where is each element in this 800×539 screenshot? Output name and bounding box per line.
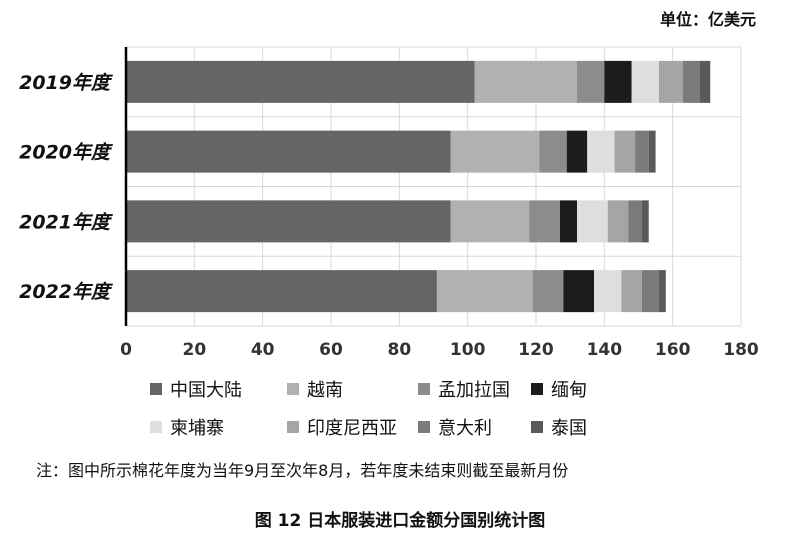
bar-segment <box>700 60 711 103</box>
legend-item: 泰国 <box>531 414 587 440</box>
bar-segment <box>648 130 656 173</box>
bar-segment <box>607 200 629 243</box>
x-tick-labels: 0 20 40 60 80 100 120 140 160 180 <box>120 340 759 360</box>
bar-segment <box>532 270 564 313</box>
bar-segment <box>631 60 659 103</box>
legend-item: 印度尼西亚 <box>287 414 397 440</box>
x-tick-label: 20 <box>182 340 206 360</box>
legend-item: 缅甸 <box>531 376 587 402</box>
bar-segment <box>126 270 437 313</box>
bar-segment <box>682 60 700 103</box>
legend-label: 泰国 <box>551 418 587 439</box>
legend-swatch <box>287 421 299 433</box>
bar-segment <box>641 200 649 243</box>
legend-swatch <box>150 421 162 433</box>
bar-segment <box>587 130 615 173</box>
bar-segment <box>450 200 530 243</box>
x-tick-label: 40 <box>251 340 275 360</box>
footnote: 注：图中所示棉花年度为当年9月至次年8月，若年度未结束则截至最新月份 <box>36 461 569 480</box>
legend-label: 柬埔寨 <box>170 418 224 439</box>
bar-segment <box>621 270 642 313</box>
x-tick-label: 140 <box>587 340 623 360</box>
bar-segment <box>594 270 622 313</box>
legend-label: 中国大陆 <box>170 380 242 401</box>
legend-swatch <box>418 383 430 395</box>
bar-segment <box>635 130 649 173</box>
category-labels: 2019年度 2020年度 2021年度 2022年度 <box>19 72 113 303</box>
category-label: 2022年度 <box>19 281 113 303</box>
legend-label: 意大利 <box>438 418 492 439</box>
legend-item: 意大利 <box>418 414 492 440</box>
bar-segment <box>614 130 636 173</box>
x-tick-label: 100 <box>450 340 486 360</box>
bar-segment <box>126 200 451 243</box>
category-label: 2021年度 <box>19 211 113 233</box>
legend-swatch <box>531 383 543 395</box>
category-label: 2020年度 <box>19 142 113 164</box>
x-tick-label: 120 <box>518 340 554 360</box>
bar-segment <box>450 130 540 173</box>
bars <box>126 60 711 313</box>
legend-label: 孟加拉国 <box>438 380 510 401</box>
unit-label: 单位：亿美元 <box>659 10 756 29</box>
legend-label: 缅甸 <box>551 380 587 401</box>
bar-segment <box>539 130 567 173</box>
legend-swatch <box>150 383 162 395</box>
x-tick-label: 60 <box>319 340 343 360</box>
bar-segment <box>474 60 577 103</box>
legend-item: 越南 <box>287 376 343 402</box>
bar-segment <box>436 270 533 313</box>
legend-swatch <box>531 421 543 433</box>
legend-swatch <box>418 421 430 433</box>
bar-segment <box>604 60 632 103</box>
legend-swatch <box>287 383 299 395</box>
bar-segment <box>659 60 683 103</box>
x-tick-label: 80 <box>387 340 411 360</box>
legend-label: 越南 <box>307 380 343 401</box>
bar-segment <box>628 200 642 243</box>
stacked-bar-chart: 2019年度 2020年度 2021年度 2022年度 0 20 40 60 80 100 120… <box>19 46 759 360</box>
bar-segment <box>529 200 560 243</box>
category-label: 2019年度 <box>19 72 113 94</box>
legend-item: 中国大陆 <box>150 376 242 402</box>
bar-segment <box>126 60 475 103</box>
bar-segment <box>659 270 666 313</box>
x-tick-label: 0 <box>120 340 132 360</box>
figure-title: 图 12 日本服装进口金额分国别统计图 <box>254 511 546 531</box>
x-tick-label: 180 <box>723 340 759 360</box>
x-tick-label: 160 <box>655 340 691 360</box>
bar-segment <box>559 200 577 243</box>
bar-segment <box>577 60 605 103</box>
legend-item: 柬埔寨 <box>150 414 224 440</box>
bar-segment <box>563 270 595 313</box>
bar-segment <box>577 200 608 243</box>
bar-segment <box>126 130 451 173</box>
bar-segment <box>641 270 659 313</box>
bar-segment <box>566 130 588 173</box>
legend-item: 孟加拉国 <box>418 376 510 402</box>
legend-label: 印度尼西亚 <box>307 418 397 439</box>
